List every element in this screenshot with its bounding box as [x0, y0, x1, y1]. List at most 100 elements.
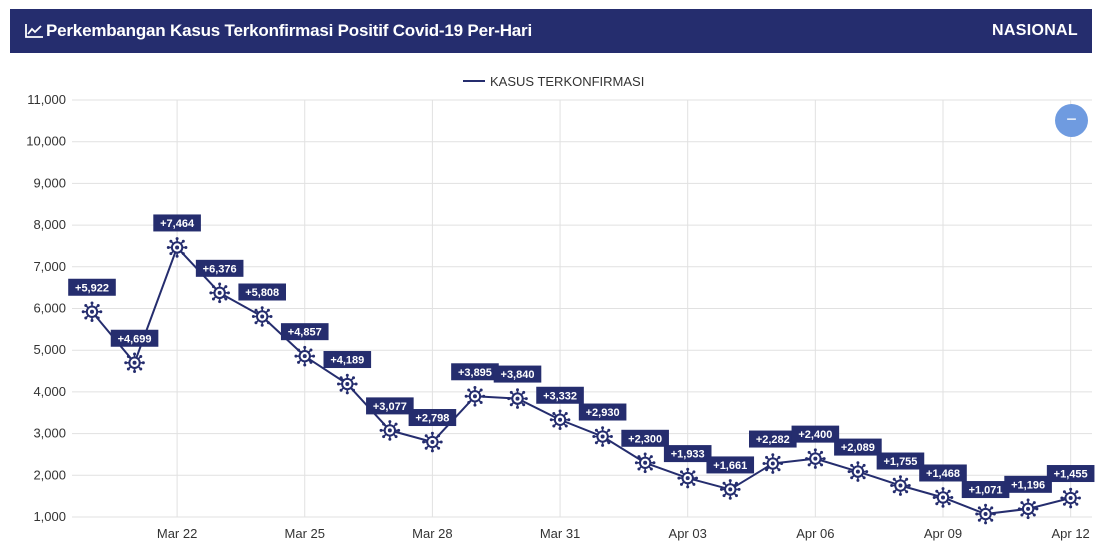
data-label: +4,699: [110, 329, 159, 347]
data-label: +2,089: [834, 438, 882, 456]
virus-icon[interactable]: [762, 453, 784, 474]
data-label-bg: [578, 403, 627, 421]
data-label-text: +3,840: [501, 369, 535, 381]
virus-icon[interactable]: [507, 388, 528, 409]
data-label-text: +1,196: [1011, 479, 1045, 491]
data-label: +1,455: [1046, 465, 1095, 483]
data-label: +5,808: [238, 283, 286, 301]
virus-icon[interactable]: [932, 487, 954, 508]
data-label-text: +4,189: [330, 355, 364, 367]
virus-icon[interactable]: [294, 345, 316, 367]
x-tick-label: Mar 28: [412, 526, 452, 541]
virus-icon[interactable]: [592, 426, 613, 447]
virus-icon[interactable]: [81, 301, 103, 323]
x-tick-label: Apr 03: [669, 526, 707, 541]
data-label: +2,282: [749, 430, 797, 448]
data-label: +1,071: [961, 481, 1010, 499]
data-label-bg: [493, 365, 542, 383]
virus-icon[interactable]: [1060, 487, 1081, 509]
data-label-text: +4,699: [118, 333, 152, 345]
data-label: +3,840: [493, 365, 542, 383]
virus-icon[interactable]: [251, 306, 273, 327]
collapse-button[interactable]: −: [1055, 104, 1088, 137]
data-label: +1,933: [663, 445, 712, 463]
data-label-text: +2,300: [628, 433, 662, 445]
data-label-text: +6,376: [203, 263, 237, 275]
data-label: +2,930: [578, 403, 627, 421]
data-label: +1,661: [706, 456, 755, 474]
x-tick-label: Mar 31: [540, 526, 580, 541]
data-label-bg: [195, 259, 244, 277]
data-label-text: +1,468: [926, 468, 960, 480]
virus-icon[interactable]: [124, 352, 145, 374]
virus-icon[interactable]: [719, 479, 741, 500]
data-label-bg: [323, 351, 372, 369]
data-label: +4,189: [323, 351, 372, 369]
virus-icon[interactable]: [337, 373, 358, 395]
data-label: +2,300: [621, 429, 669, 447]
data-label-bg: [791, 425, 840, 443]
data-label-bg: [663, 445, 712, 463]
virus-icon[interactable]: [464, 385, 486, 407]
virus-icon[interactable]: [677, 467, 698, 489]
virus-icon[interactable]: [209, 282, 230, 304]
virus-icon[interactable]: [847, 461, 869, 482]
virus-icon[interactable]: [634, 452, 656, 474]
data-label-bg: [153, 214, 201, 232]
y-tick-label: 4,000: [33, 384, 66, 399]
data-label: +3,077: [366, 397, 414, 415]
y-tick-label: 8,000: [33, 217, 66, 232]
virus-icon[interactable]: [166, 237, 188, 258]
legend-label: KASUS TERKONFIRMASI: [490, 74, 644, 89]
data-label-bg: [621, 429, 669, 447]
data-label-bg: [536, 386, 584, 404]
y-tick-label: 2,000: [33, 467, 66, 482]
data-label-bg: [1046, 465, 1095, 483]
minus-icon: −: [1066, 109, 1077, 129]
data-label-text: +5,922: [75, 282, 109, 294]
data-label-bg: [1004, 475, 1052, 493]
data-label: +2,400: [791, 425, 840, 443]
data-label-text: +1,755: [883, 456, 917, 468]
data-label-bg: [706, 456, 755, 474]
x-tick-label: Apr 12: [1051, 526, 1089, 541]
data-label-bg: [961, 481, 1010, 499]
data-label: +7,464: [153, 214, 201, 232]
y-tick-label: 9,000: [33, 175, 66, 190]
virus-icon[interactable]: [1017, 498, 1039, 520]
data-label-text: +2,089: [841, 442, 875, 454]
data-label-bg: [876, 452, 925, 470]
data-label-text: +2,930: [586, 407, 620, 419]
virus-icon[interactable]: [975, 503, 996, 525]
data-label: +1,196: [1004, 475, 1052, 493]
virus-icon[interactable]: [422, 431, 443, 453]
virus-icon[interactable]: [805, 448, 826, 469]
virus-icon[interactable]: [549, 409, 571, 431]
y-tick-label: 7,000: [33, 259, 66, 274]
y-tick-label: 3,000: [33, 426, 66, 441]
data-label-bg: [749, 430, 797, 448]
data-label: +6,376: [195, 259, 244, 277]
data-label: +1,755: [876, 452, 925, 470]
x-tick-label: Mar 25: [285, 526, 325, 541]
title-wrap: Perkembangan Kasus Terkonfirmasi Positif…: [24, 9, 532, 53]
data-label-text: +3,895: [458, 367, 492, 379]
data-label-bg: [68, 278, 116, 296]
data-label-text: +5,808: [245, 287, 279, 299]
virus-icon[interactable]: [890, 475, 911, 496]
virus-icon[interactable]: [379, 420, 401, 441]
data-label: +4,857: [280, 323, 329, 341]
data-label-text: +2,798: [415, 413, 449, 425]
chart-header: Perkembangan Kasus Terkonfirmasi Positif…: [10, 9, 1092, 53]
data-label-text: +4,857: [288, 327, 322, 339]
data-label-text: +1,455: [1054, 469, 1088, 481]
y-tick-label: 10,000: [26, 134, 66, 149]
y-tick-label: 6,000: [33, 301, 66, 316]
y-tick-label: 1,000: [33, 509, 66, 524]
data-label-bg: [451, 363, 499, 381]
data-label-bg: [919, 464, 967, 482]
data-label-text: +1,933: [671, 449, 705, 461]
data-label-text: +1,071: [969, 485, 1003, 497]
data-label: +3,332: [536, 386, 584, 404]
data-label-text: +2,282: [756, 434, 790, 446]
